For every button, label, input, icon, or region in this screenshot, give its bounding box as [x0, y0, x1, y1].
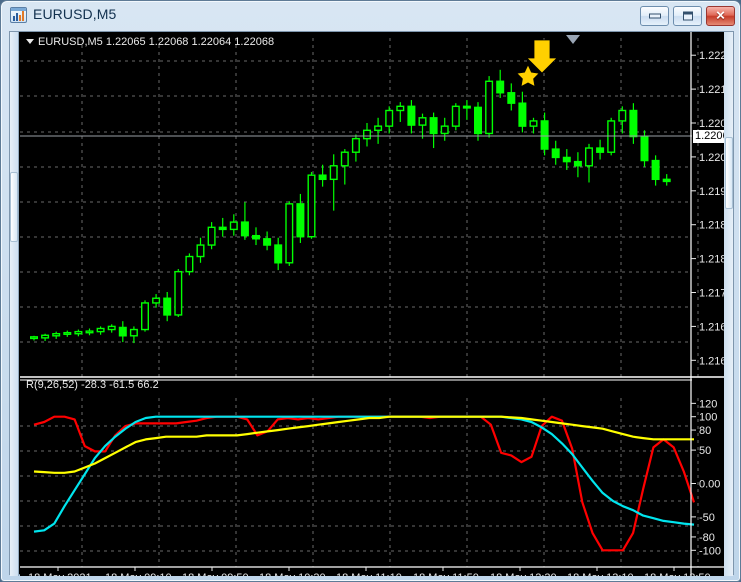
- indicator-tick-label: 80: [699, 425, 711, 437]
- price-tick-label: 1.22210: [699, 50, 724, 62]
- close-button[interactable]: ✕: [706, 6, 735, 26]
- chart-frame: 1.22210 1.22145 1.22080 1.22015 1.21950 1.218…: [9, 31, 734, 576]
- time-tick-label: 18 May 2021: [28, 572, 92, 576]
- price-tick-label: 1.22145: [699, 84, 724, 96]
- time-tick-label: 18 May 09:10: [105, 572, 172, 576]
- price-tick-label: 1.21820: [699, 254, 724, 266]
- minimize-icon: [648, 13, 661, 19]
- time-tick-label: 18 May 11:10: [336, 572, 402, 576]
- price-axis[interactable]: 1.22210 1.22145 1.22080 1.22015 1.21950 1.218…: [691, 50, 724, 367]
- chart-canvas: 1.22210 1.22145 1.22080 1.22015 1.21950 1.218…: [20, 32, 724, 576]
- left-scrollbar-thumb[interactable]: [10, 172, 18, 242]
- indicator-grid: [20, 398, 699, 567]
- price-tick-label: 1.22080: [699, 118, 724, 130]
- yellow-star: [516, 64, 540, 87]
- close-icon: ✕: [715, 8, 726, 23]
- maximize-button[interactable]: [673, 6, 702, 26]
- price-tick-label: 1.22015: [699, 152, 724, 164]
- right-scrollbar[interactable]: [723, 32, 733, 576]
- time-tick-label: 18 May 09:50: [182, 572, 249, 576]
- right-scrollbar-thumb[interactable]: [725, 137, 733, 209]
- indicator-tick-label: 100: [699, 412, 717, 424]
- chart-symbol-text: EURUSD,M5 1.22065 1.22068 1.22064 1.2206…: [38, 36, 275, 48]
- yellow-down-arrow: [526, 39, 558, 74]
- minimize-button[interactable]: [640, 6, 669, 26]
- indicator-tick-label: 50: [699, 445, 711, 457]
- price-tick-label: 1.21950: [699, 186, 724, 198]
- window-title: EURUSD,M5: [33, 6, 117, 22]
- indicator-line-yellow: [33, 415, 694, 474]
- indicator-tick-label: 120: [699, 398, 717, 410]
- time-tick-label: 18 May 12:30: [490, 572, 557, 576]
- candlestick-series: [29, 69, 671, 344]
- maximize-icon: [682, 11, 693, 21]
- chart-window-icon: [10, 7, 27, 23]
- price-tick-label: 1.21625: [699, 355, 724, 367]
- chart-background: [20, 32, 724, 576]
- left-scrollbar[interactable]: [10, 32, 19, 576]
- indicator-tick-label: 0.00: [699, 479, 720, 491]
- indicator-series: [33, 415, 696, 552]
- chart-plot-area[interactable]: 1.22210 1.22145 1.22080 1.22015 1.21950 1.218…: [20, 32, 724, 576]
- gray-triangle: [566, 35, 580, 44]
- price-tick-label: 1.21885: [699, 220, 724, 232]
- time-tick-label: 18 May 13:10: [567, 572, 634, 576]
- time-tick-label: 18 May 13:50: [644, 572, 711, 576]
- price-tick-label: 1.21690: [699, 321, 724, 333]
- current-price-tag: 1.22068: [693, 130, 724, 143]
- price-tick-label: 1.21755: [699, 288, 724, 300]
- indicator-tick-label: -100: [699, 545, 721, 557]
- time-tick-label: 18 May 10:30: [259, 572, 326, 576]
- indicator-line-cyan: [33, 415, 695, 533]
- indicator-tick-label: -80: [699, 532, 715, 544]
- chevron-down-icon[interactable]: [26, 38, 34, 44]
- title-bar: EURUSD,M5 ✕: [1, 1, 741, 30]
- time-tick-label: 18 May 11:50: [413, 572, 479, 576]
- indicator-label: R(9,26,52) -28.3 -61.5 66.2: [26, 379, 159, 391]
- time-axis[interactable]: 18 May 2021 18 May 09:10 18 May 09:50 18 Ma…: [28, 567, 711, 576]
- indicator-tick-label: -50: [699, 512, 715, 524]
- window-controls: ✕: [640, 6, 735, 27]
- chart-symbol-label[interactable]: EURUSD,M5 1.22065 1.22068 1.22064 1.2206…: [26, 36, 274, 48]
